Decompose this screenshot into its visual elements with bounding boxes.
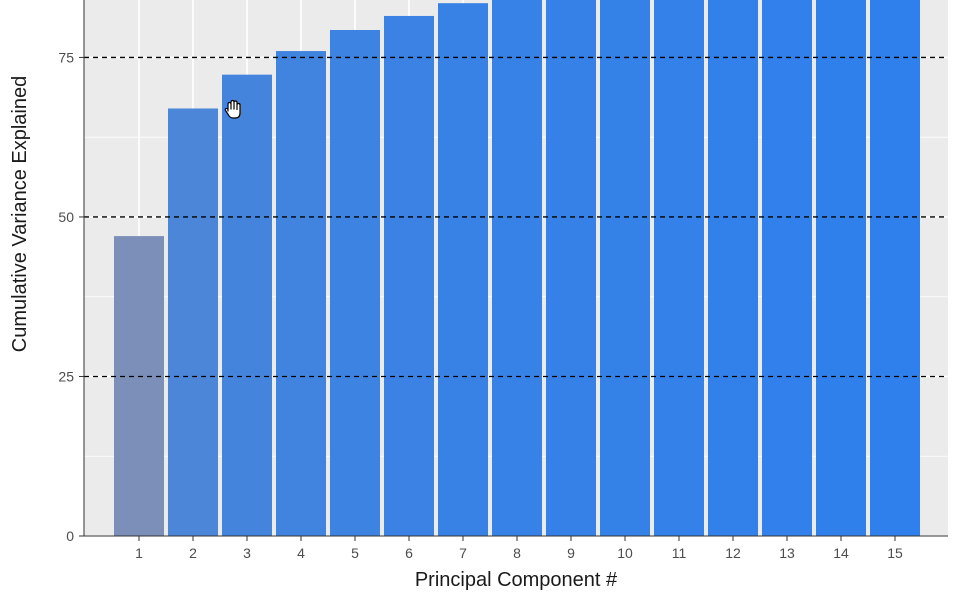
bar-pc-12 — [708, 0, 758, 536]
bar-pc-9 — [546, 0, 596, 536]
hand-cursor-icon — [224, 99, 241, 119]
y-tick-label: 25 — [58, 368, 74, 384]
x-tick-label: 5 — [351, 545, 359, 561]
x-tick-label: 15 — [887, 545, 903, 561]
x-tick-label: 14 — [833, 545, 849, 561]
bar-pc-14 — [816, 0, 866, 536]
bar-pc-10 — [600, 0, 650, 536]
bar-pc-13 — [762, 0, 812, 536]
x-axis-title: Principal Component # — [415, 569, 618, 591]
x-tick-label: 13 — [779, 545, 795, 561]
x-tick-label: 10 — [617, 545, 633, 561]
bar-pc-4 — [276, 51, 326, 537]
bar-pc-3 — [222, 74, 272, 537]
x-tick-label: 3 — [243, 545, 251, 561]
y-tick-label: 50 — [58, 209, 74, 225]
reference-lines — [84, 56, 948, 378]
x-tick-label: 9 — [567, 545, 575, 561]
x-tick-label: 8 — [513, 545, 521, 561]
x-tick-label: 11 — [672, 545, 687, 561]
y-tick-labels: 0 25 50 75 — [58, 49, 84, 544]
x-tick-label: 12 — [725, 545, 741, 561]
bar-pc-15 — [870, 0, 920, 536]
bar-pc-5 — [330, 29, 380, 536]
x-tick-label: 2 — [189, 545, 197, 561]
bars — [114, 0, 920, 537]
y-tick-label: 0 — [66, 528, 74, 544]
y-axis-title: Cumulative Variance Explained — [9, 76, 31, 352]
bar-pc-8 — [492, 0, 542, 536]
x-tick-label: 7 — [459, 545, 467, 561]
bar-pc-11 — [654, 0, 704, 536]
x-tick-label: 4 — [297, 545, 305, 561]
axes — [83, 0, 948, 537]
bar-pc-1 — [114, 236, 164, 536]
bar-pc-7 — [438, 3, 488, 536]
x-tick-label: 6 — [405, 545, 413, 561]
x-tick-labels: 1 2 3 4 5 6 7 8 9 10 11 12 13 14 15 — [135, 536, 903, 561]
bar-pc-2 — [168, 108, 218, 536]
y-tick-label: 75 — [58, 49, 74, 65]
x-tick-label: 1 — [135, 545, 143, 561]
bar-pc-6 — [384, 15, 434, 536]
